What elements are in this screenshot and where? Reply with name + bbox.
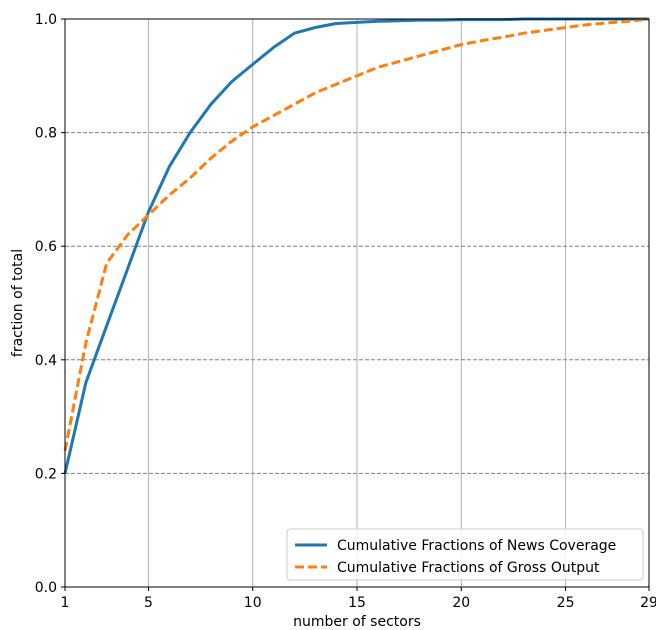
legend-box xyxy=(286,528,644,581)
x-tick-label: 25 xyxy=(557,595,575,611)
x-tick-label: 10 xyxy=(244,595,262,611)
legend-label-news-coverage: Cumulative Fractions of News Coverage xyxy=(337,538,616,554)
y-tick-label: 0.6 xyxy=(35,239,57,255)
y-tick-label: 0.8 xyxy=(35,126,57,142)
grid xyxy=(64,18,650,588)
x-tick-label: 1 xyxy=(61,595,70,611)
x-tick-label: 29 xyxy=(640,595,656,611)
legend-label-gross-output: Cumulative Fractions of Gross Output xyxy=(337,560,600,576)
x-axis-label: number of sectors xyxy=(293,614,421,630)
y-tick-label: 0.2 xyxy=(35,466,57,482)
legend: Cumulative Fractions of News Coverage Cu… xyxy=(286,528,644,581)
x-tick-label: 15 xyxy=(348,595,366,611)
y-axis-label: fraction of total xyxy=(10,249,26,357)
x-tick-label: 20 xyxy=(452,595,470,611)
y-tick-label: 0.0 xyxy=(35,580,57,596)
ticks: 1 5 10 15 20 25 290.00.20.40.60.81.0 xyxy=(35,12,656,611)
x-tick-label: 5 xyxy=(144,595,153,611)
y-tick-label: 1.0 xyxy=(35,12,57,28)
series-line-gross-output xyxy=(63,17,650,451)
y-tick-label: 0.4 xyxy=(35,353,57,369)
